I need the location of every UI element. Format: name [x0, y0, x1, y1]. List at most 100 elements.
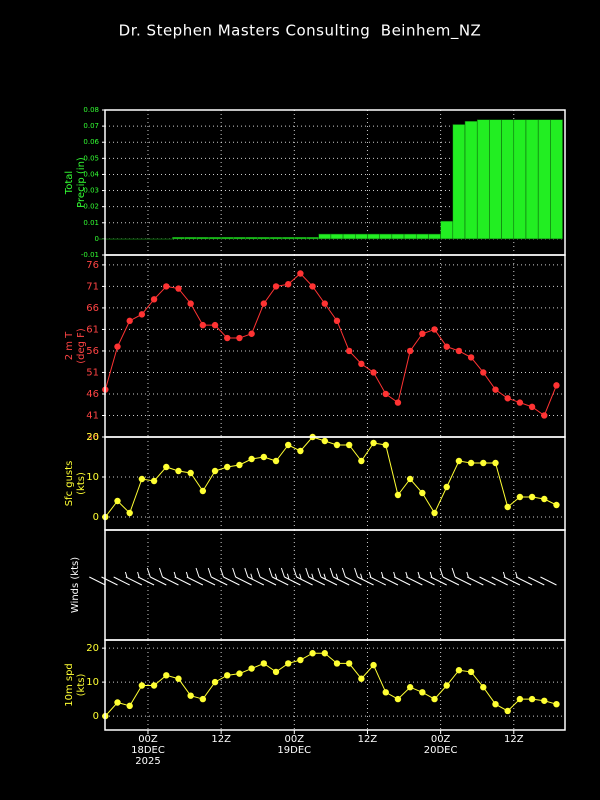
wind-barb	[89, 576, 106, 586]
y-tick-label: 66	[86, 303, 99, 314]
series-point	[382, 689, 389, 696]
wind-barb	[256, 567, 277, 586]
series-point	[541, 697, 548, 704]
y-axis-label: Winds (kts)	[70, 557, 81, 613]
y-tick-label: 41	[86, 410, 99, 421]
series-point	[163, 463, 170, 471]
wind-barb	[244, 567, 265, 586]
wind-barb	[280, 567, 301, 586]
wind-barb	[124, 571, 143, 586]
series-point	[321, 300, 328, 307]
series-point	[248, 665, 255, 672]
precip-bar	[428, 233, 441, 240]
series-point	[406, 684, 414, 691]
y-axis-label: (kts)	[76, 472, 87, 495]
y-axis-label: Total	[64, 171, 75, 195]
wind-barb	[491, 576, 508, 586]
precip-bar	[318, 233, 332, 240]
precip-bar	[147, 238, 161, 240]
series-point	[492, 700, 499, 708]
precip-bar	[172, 237, 185, 240]
precip-bar	[440, 220, 454, 240]
y-tick-label: 36	[86, 432, 99, 443]
series-point	[224, 334, 231, 342]
wind-barb	[195, 567, 216, 586]
panel-frame	[104, 639, 566, 731]
series-point	[504, 503, 511, 511]
series-point	[285, 660, 292, 667]
precip-bar	[489, 119, 502, 240]
y-axis-label: Sfc gusts	[64, 461, 75, 507]
series-point	[394, 695, 402, 703]
precip-bar	[233, 237, 246, 240]
wind-barb	[466, 571, 484, 586]
x-tick-label: 00Z	[138, 734, 158, 745]
wind-barb	[207, 567, 228, 586]
series-point	[248, 330, 255, 337]
x-tick-label: 12Z	[358, 734, 378, 745]
precip-bar	[159, 238, 173, 240]
wind-barb	[173, 571, 191, 586]
y-tick-label: 56	[86, 346, 99, 357]
wind-barb	[185, 571, 204, 586]
series-point	[443, 483, 450, 491]
series-point	[297, 447, 304, 455]
series-point	[321, 650, 328, 657]
x-tick-label: 12Z	[504, 734, 524, 745]
y-axis-label: (deg F)	[76, 328, 87, 364]
y-axis-label: (kts)	[76, 674, 87, 697]
wind-barb	[451, 567, 472, 586]
wind-barb	[158, 567, 179, 586]
wind-barb	[540, 576, 557, 586]
series-point	[382, 390, 389, 398]
series-point	[516, 695, 524, 703]
series-point	[467, 459, 475, 467]
series-point	[504, 707, 511, 715]
precip-bar	[111, 238, 124, 240]
series-point	[126, 509, 133, 517]
wind-barb	[113, 576, 130, 586]
precip-bar	[415, 233, 429, 240]
precip-bar	[135, 238, 149, 240]
series-point	[224, 463, 231, 471]
y-tick-label: 0.06	[83, 138, 99, 146]
wind-barb	[329, 567, 350, 586]
series-line	[104, 436, 557, 518]
series-point	[114, 497, 121, 505]
precip-bar	[476, 119, 490, 240]
series-point	[553, 382, 560, 389]
series-point	[480, 459, 487, 467]
precip-bar	[294, 237, 307, 240]
precip-bar	[342, 233, 356, 240]
y-tick-label: 0.01	[83, 219, 99, 227]
x-tick-label: 12Z	[211, 734, 231, 745]
series-point	[443, 682, 450, 689]
wind-barb	[317, 567, 338, 586]
precip-bar	[513, 119, 527, 240]
wind-barb	[137, 571, 155, 586]
precip-bar	[355, 233, 368, 240]
series-point	[370, 369, 377, 376]
precip-bar	[525, 119, 539, 240]
series-point	[358, 360, 365, 368]
series-point	[260, 660, 268, 667]
precip-bar	[257, 237, 271, 240]
y-tick-label: 0.05	[83, 154, 99, 162]
precip-bar	[452, 124, 466, 240]
series-point	[528, 403, 536, 411]
y-tick-label: 20	[86, 643, 99, 654]
series-point	[163, 672, 170, 679]
series-point	[138, 311, 146, 318]
wind-barb	[515, 571, 533, 586]
precip-bar	[391, 233, 405, 240]
panel-frame	[104, 254, 566, 438]
y-tick-label: 0.02	[83, 203, 99, 211]
series-point	[333, 660, 341, 667]
date-label: 20DEC	[424, 745, 458, 756]
precip-bar	[306, 237, 319, 240]
precip-bar	[550, 119, 563, 240]
series-point	[492, 459, 499, 467]
y-axis-label: Precip (in)	[76, 157, 87, 208]
panel-frame	[104, 436, 566, 531]
